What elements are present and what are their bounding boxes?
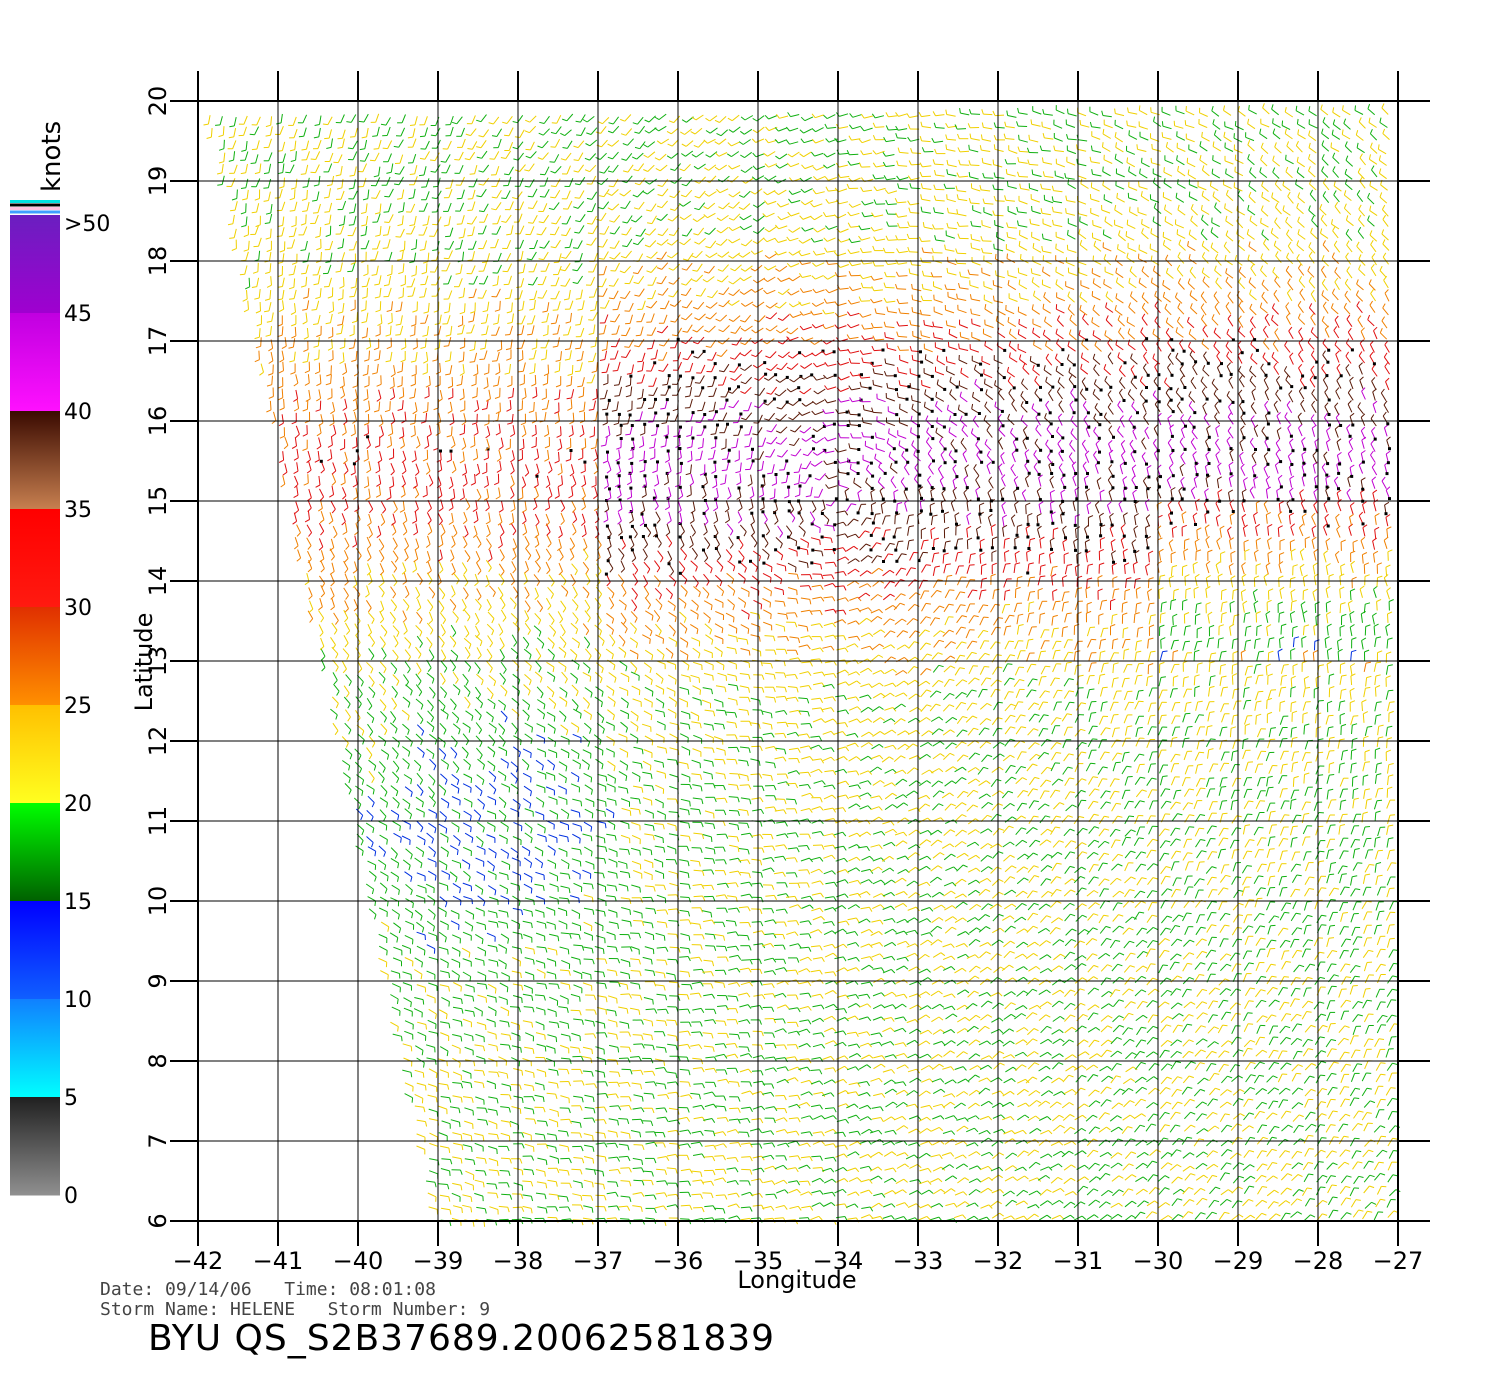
lon-tick-label: −42	[173, 1247, 224, 1275]
legend-label: 20	[64, 792, 92, 817]
lon-tick-label: −35	[733, 1247, 784, 1275]
legend-label: 35	[64, 498, 92, 523]
legend-label: 0	[64, 1184, 78, 1209]
lon-tick-label: −36	[653, 1247, 704, 1275]
legend-band	[10, 313, 60, 412]
map-grid	[170, 100, 1430, 1222]
lat-tick-label: 19	[144, 166, 172, 197]
legend-band	[10, 999, 60, 1098]
legend-band	[10, 509, 60, 608]
lon-tick-label: −32	[973, 1247, 1024, 1275]
lat-tick-label: 13	[144, 646, 172, 677]
lat-tick-label: 18	[144, 246, 172, 277]
legend-cap-stripe	[10, 210, 60, 214]
date-time-line: Date: 09/14/06 Time: 08:01:08	[100, 1279, 436, 1300]
lat-tick-label: 15	[144, 486, 172, 517]
legend-label: 40	[64, 400, 92, 425]
lon-tick-label: −37	[573, 1247, 624, 1275]
legend-label: 10	[64, 988, 92, 1013]
legend-label: 30	[64, 596, 92, 621]
speed-legend: >50 45 40 35 30 25 20 15 10 5 0 knots	[10, 121, 110, 1209]
legend-band	[10, 411, 60, 510]
lat-tick-label: 14	[144, 566, 172, 597]
legend-label: >50	[64, 212, 110, 237]
x-axis-label: Longitude	[737, 1266, 856, 1294]
legend-cap-stripe	[10, 203, 60, 207]
lon-tick-label: −41	[253, 1247, 304, 1275]
lat-tick-label: 16	[144, 406, 172, 437]
lat-tick-label: 8	[144, 1053, 172, 1068]
axis-ticks: −42 −41 −40 −39 −38 −37 −36 −35 −34 −33 −32 −31 −30 −…	[144, 71, 1430, 1275]
lon-tick-label: −29	[1213, 1247, 1264, 1275]
lon-tick-label: −30	[1133, 1247, 1184, 1275]
y-axis-label: Latitude	[130, 613, 158, 712]
lat-tick-label: 9	[144, 973, 172, 988]
lon-tick-label: −31	[1053, 1247, 1104, 1275]
legend-cap-stripe	[10, 200, 60, 203]
lat-tick-label: 10	[144, 886, 172, 917]
lon-tick-label: −33	[893, 1247, 944, 1275]
legend-unit: knots	[37, 121, 67, 192]
lon-tick-label: −39	[413, 1247, 464, 1275]
lat-tick-label: 20	[144, 86, 172, 117]
legend-band	[10, 901, 60, 1000]
legend-band	[10, 215, 60, 314]
lon-tick-label: −40	[333, 1247, 384, 1275]
lat-tick-label: 17	[144, 326, 172, 357]
wind-barb-field	[203, 103, 1401, 1227]
legend-band	[10, 803, 60, 902]
legend-band	[10, 607, 60, 706]
legend-label: 45	[64, 302, 92, 327]
lon-tick-label: −28	[1293, 1247, 1344, 1275]
lon-tick-label: −34	[813, 1247, 864, 1275]
legend-band	[10, 1097, 60, 1196]
lat-tick-label: 6	[144, 1213, 172, 1228]
lat-tick-label: 11	[144, 806, 172, 837]
legend-band	[10, 705, 60, 804]
product-id: BYU QS_S2B37689.20062581839	[148, 1318, 776, 1359]
lon-tick-label: −38	[493, 1247, 544, 1275]
legend-label: 5	[64, 1086, 78, 1111]
legend-cap-stripe	[10, 207, 60, 210]
lat-tick-label: 7	[144, 1133, 172, 1148]
storm-info-line: Storm Name: HELENE Storm Number: 9	[100, 1299, 491, 1320]
lon-tick-label: −27	[1373, 1247, 1424, 1275]
legend-label: 25	[64, 694, 92, 719]
legend-label: 15	[64, 890, 92, 915]
lat-tick-label: 12	[144, 726, 172, 757]
